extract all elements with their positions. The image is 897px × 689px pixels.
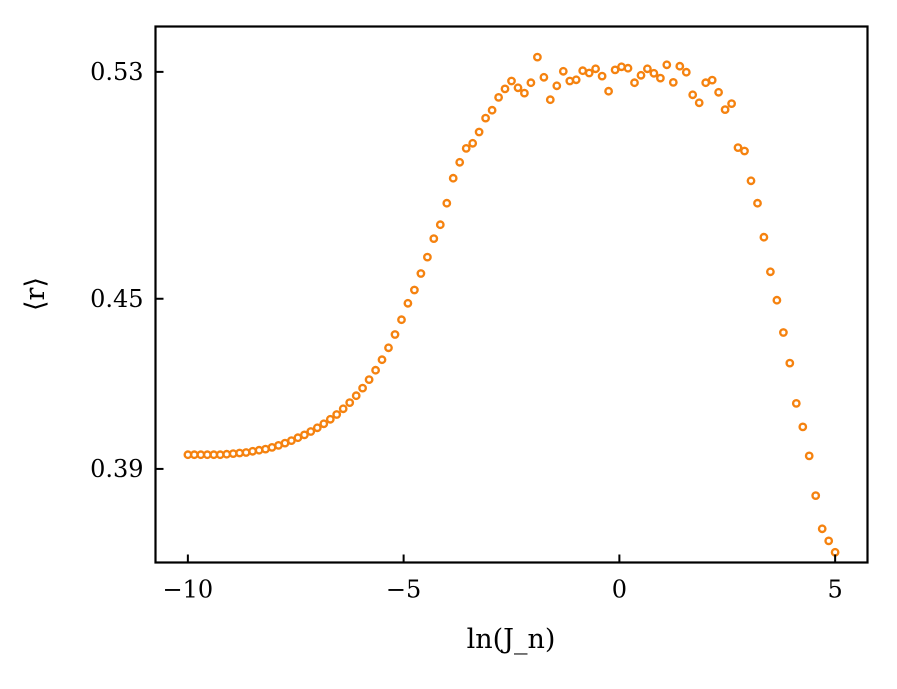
data-point bbox=[791, 398, 801, 408]
data-point bbox=[766, 267, 775, 277]
data-point bbox=[448, 173, 458, 183]
y-axis-label: ⟨r⟩ bbox=[20, 277, 51, 311]
data-point bbox=[545, 95, 555, 105]
data-point bbox=[468, 138, 478, 148]
y-tick-label: 0.45 bbox=[90, 285, 143, 313]
x-tick-label: −5 bbox=[386, 576, 421, 604]
data-point bbox=[474, 127, 484, 137]
data-point bbox=[364, 375, 374, 384]
axis-ticks: −10 −5 0 5 0.39 0.45 0.53 bbox=[90, 58, 843, 604]
data-point bbox=[811, 491, 821, 500]
data-point bbox=[397, 315, 406, 325]
data-point bbox=[571, 75, 581, 85]
x-axis-label: ln(J_n) bbox=[467, 624, 556, 655]
data-point bbox=[753, 198, 762, 208]
data-point bbox=[817, 524, 827, 534]
data-point bbox=[526, 78, 536, 88]
data-point bbox=[384, 343, 393, 353]
data-point bbox=[390, 330, 400, 339]
data-point bbox=[435, 220, 445, 230]
data-point bbox=[558, 66, 568, 76]
data-points bbox=[183, 52, 840, 557]
data-point bbox=[371, 365, 380, 375]
data-point bbox=[707, 75, 717, 85]
data-point bbox=[746, 176, 756, 186]
data-point bbox=[824, 536, 834, 546]
data-point bbox=[681, 67, 691, 77]
data-point bbox=[539, 72, 549, 82]
data-point bbox=[740, 146, 749, 156]
data-point bbox=[584, 68, 594, 78]
data-point bbox=[332, 410, 342, 419]
data-point bbox=[520, 88, 529, 98]
data-point bbox=[604, 86, 613, 96]
data-point bbox=[610, 65, 620, 75]
data-point bbox=[623, 63, 633, 73]
data-point bbox=[630, 78, 639, 88]
data-point bbox=[779, 328, 788, 337]
data-point bbox=[487, 105, 497, 115]
data-point bbox=[552, 81, 562, 91]
data-point bbox=[299, 430, 309, 440]
data-point bbox=[351, 391, 361, 401]
data-point bbox=[804, 451, 814, 461]
data-point bbox=[494, 93, 503, 102]
data-point bbox=[306, 427, 316, 436]
data-point bbox=[500, 84, 510, 94]
data-point bbox=[727, 99, 736, 109]
data-point bbox=[455, 157, 465, 167]
data-point bbox=[636, 70, 646, 80]
data-point bbox=[649, 68, 659, 78]
data-point bbox=[345, 398, 355, 407]
data-point bbox=[513, 83, 523, 93]
x-tick-label: −10 bbox=[163, 576, 214, 604]
x-tick-label: 0 bbox=[612, 576, 627, 604]
data-point bbox=[338, 404, 348, 414]
data-point bbox=[533, 52, 542, 62]
data-point bbox=[325, 414, 335, 424]
data-point bbox=[759, 232, 769, 242]
y-tick-label: 0.39 bbox=[90, 455, 143, 483]
data-point bbox=[461, 143, 471, 153]
data-point bbox=[591, 64, 600, 74]
data-point bbox=[422, 252, 432, 262]
data-point bbox=[507, 76, 516, 86]
data-point bbox=[720, 105, 730, 115]
data-point bbox=[785, 358, 795, 368]
data-point bbox=[694, 98, 704, 108]
data-point bbox=[643, 64, 652, 74]
data-point bbox=[481, 113, 490, 123]
y-tick-label: 0.53 bbox=[90, 58, 143, 86]
data-point bbox=[733, 143, 743, 153]
data-point bbox=[714, 87, 723, 97]
data-point bbox=[597, 71, 607, 81]
data-point bbox=[358, 383, 367, 393]
data-point bbox=[409, 285, 419, 295]
data-point bbox=[377, 355, 387, 365]
data-point bbox=[319, 419, 329, 429]
data-point bbox=[772, 295, 782, 305]
data-point bbox=[798, 422, 808, 432]
data-point bbox=[312, 423, 322, 433]
data-point bbox=[662, 60, 672, 70]
data-point bbox=[675, 61, 685, 71]
data-point bbox=[416, 269, 426, 278]
x-tick-label: 5 bbox=[827, 576, 842, 604]
data-point bbox=[668, 78, 678, 87]
data-point bbox=[403, 298, 413, 308]
data-point bbox=[656, 73, 665, 83]
data-point bbox=[442, 198, 452, 208]
data-point bbox=[688, 90, 698, 100]
plot-frame bbox=[154, 25, 869, 564]
data-point bbox=[429, 234, 439, 244]
